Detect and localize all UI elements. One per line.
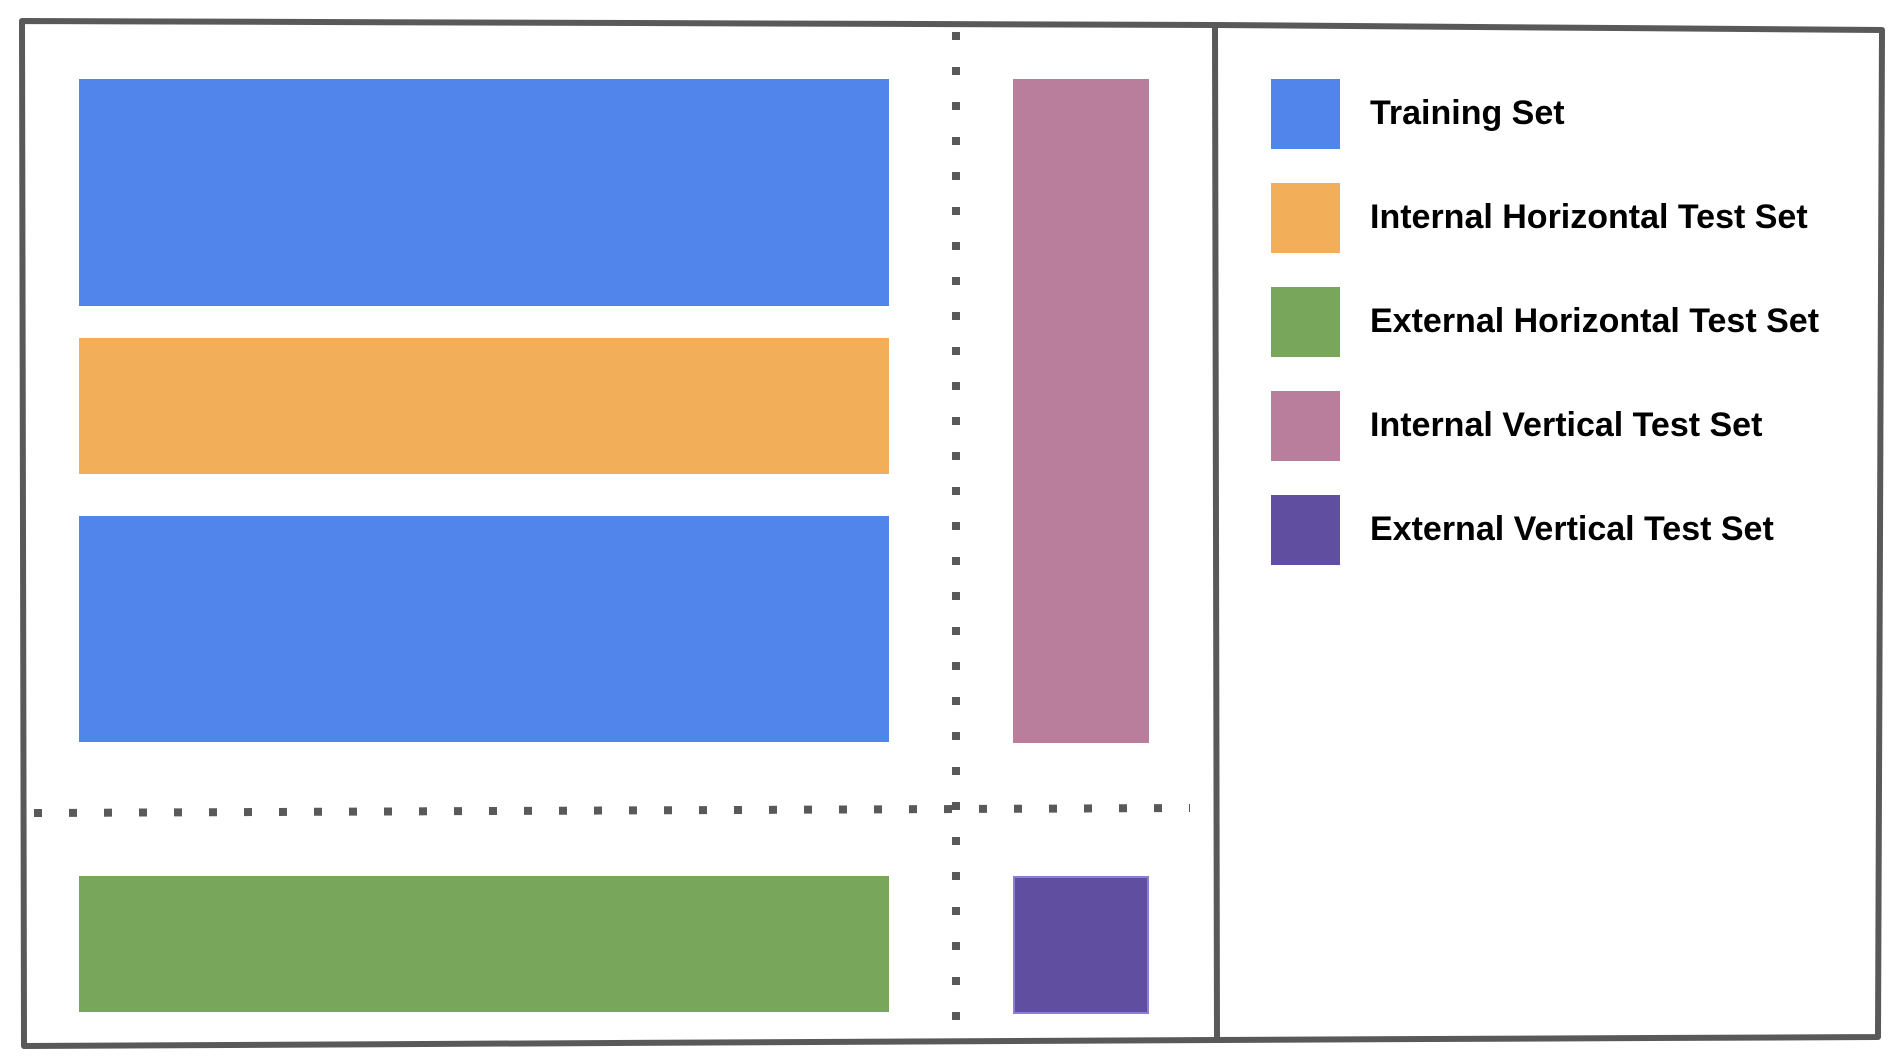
legend-divider: [1212, 24, 1220, 1041]
legend-label-internal-horizontal: Internal Horizontal Test Set: [1370, 198, 1808, 236]
internal-vertical-test-block: [1013, 79, 1149, 743]
legend-swatch-internal-horizontal: [1271, 183, 1340, 253]
legend-swatch-external-vertical: [1271, 495, 1340, 565]
legend-swatch-internal-vertical: [1271, 391, 1340, 461]
external-horizontal-test-block: [79, 876, 889, 1012]
horizontal-dotted-separator: [33, 804, 1191, 817]
internal-horizontal-test-block: [79, 338, 889, 474]
external-vertical-test-block: [1013, 876, 1149, 1014]
legend-swatch-training: [1271, 79, 1340, 149]
legend-label-external-horizontal: External Horizontal Test Set: [1370, 302, 1820, 340]
legend-label-training: Training Set: [1370, 94, 1565, 132]
training-block-top: [79, 79, 889, 306]
legend-label-internal-vertical: Internal Vertical Test Set: [1370, 406, 1763, 444]
legend-swatch-external-horizontal: [1271, 287, 1340, 357]
legend-label-external-vertical: External Vertical Test Set: [1370, 510, 1774, 548]
training-block-bottom: [79, 516, 889, 742]
